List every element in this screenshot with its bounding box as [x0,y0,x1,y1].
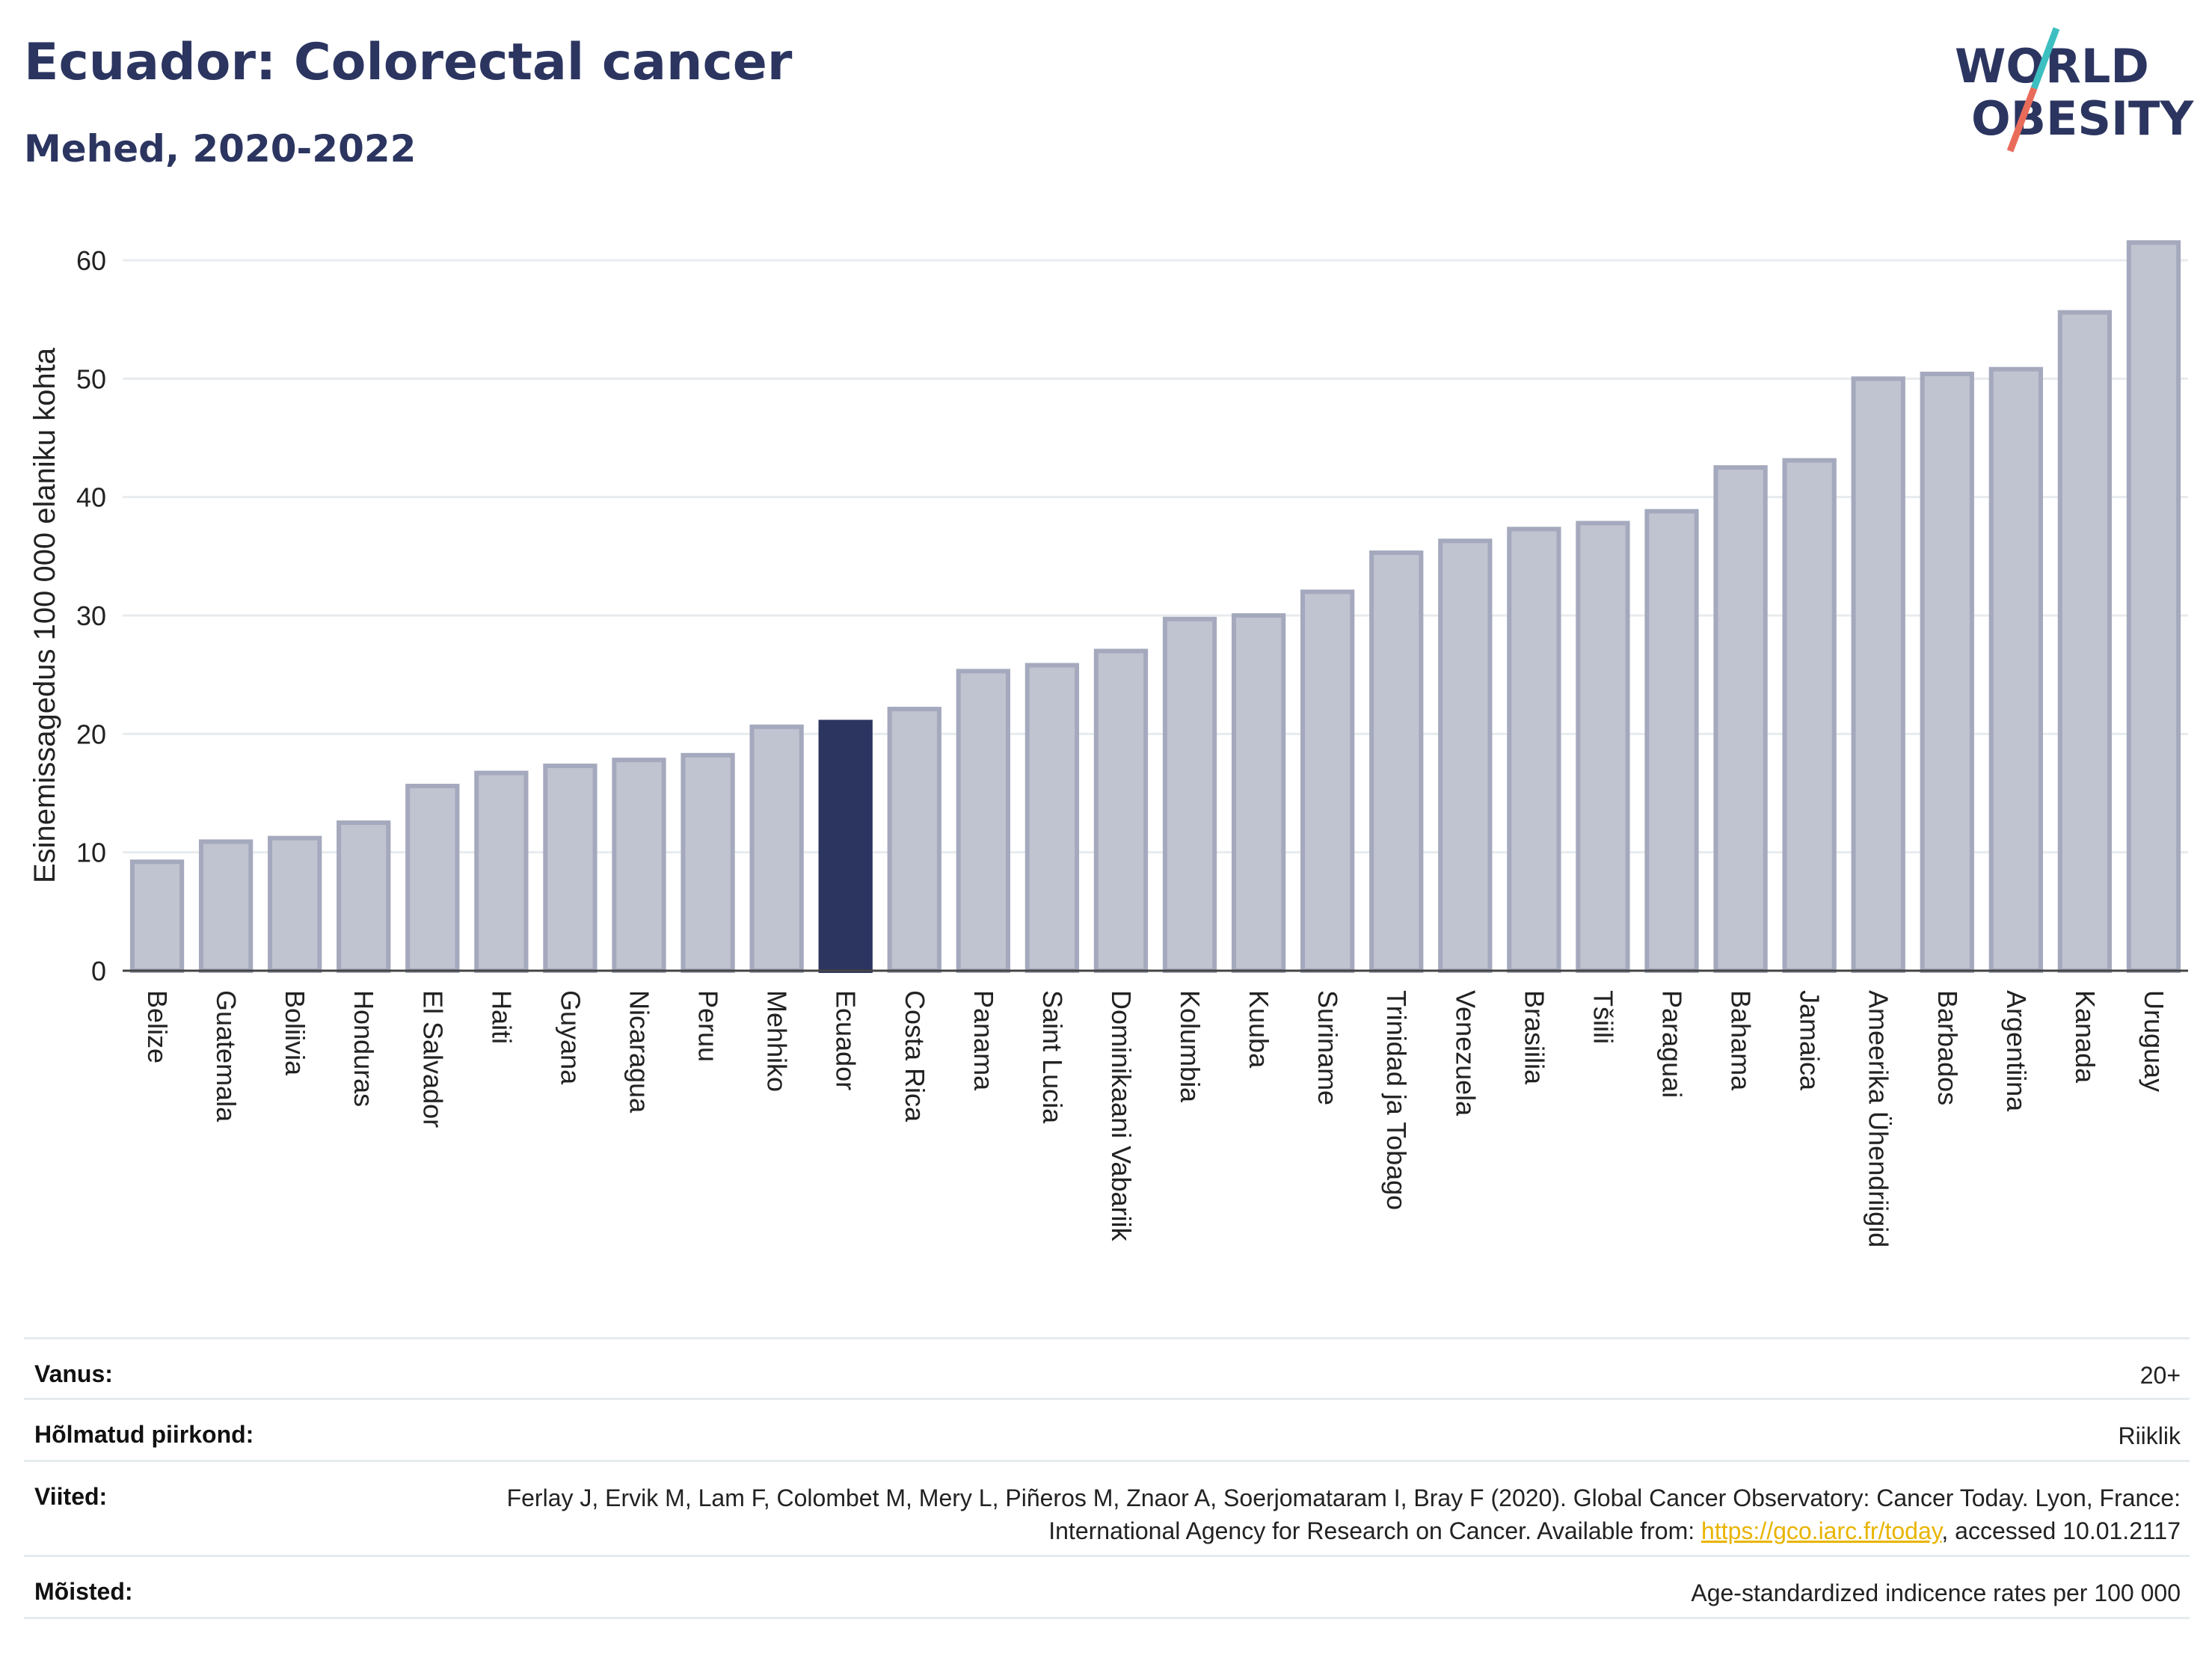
bar [2057,310,2113,973]
x-tick-label: Ameerika Ühendriigid [1864,990,1894,1247]
y-tick-label: 60 [76,245,106,276]
metadata-table: Vanus: 20+ Hõlmatud piirkond: Riiklik Vi… [24,1337,2190,1619]
meta-row-region: Hõlmatud piirkond: Riiklik [24,1398,2190,1460]
bar [543,764,597,974]
bar [1162,616,1217,973]
x-tick-label: Brasiilia [1519,990,1549,1085]
x-tick-label: Kanada [2070,990,2101,1084]
x-tick-label: Paraguai [1657,990,1688,1098]
bar [1507,526,1561,973]
bar [887,707,941,973]
x-tick-label: Jamaica [1795,990,1825,1091]
x-tick-label: Barbados [1932,990,1963,1105]
bar [129,859,185,974]
bar [749,724,804,973]
x-tick-label: Uruguay [2139,990,2169,1092]
meta-row-age: Vanus: 20+ [24,1337,2190,1398]
logo-slash-teal [2030,27,2060,90]
meta-label-definitions: Mõisted: [34,1578,133,1605]
bar [1644,509,1699,973]
x-tick-label: Argentiina [2001,990,2032,1112]
chart-subtitle: Mehed, 2020-2022 [24,127,417,171]
bar [818,719,873,973]
y-tick-label: 10 [76,838,106,868]
x-tick-label: Ecuador [831,990,861,1090]
x-tick-label: Saint Lucia [1037,990,1068,1124]
bar [1231,613,1286,973]
meta-label-references: Viited: [34,1483,108,1510]
x-tick-label: Costa Rica [900,990,930,1123]
bar [1782,458,1837,973]
x-tick-label: Suriname [1312,990,1343,1105]
x-tick-label: Guyana [555,990,586,1085]
bar [612,758,666,974]
meta-value-definitions: Age-standardized indicence rates per 100… [1691,1579,2181,1606]
bar [956,669,1010,974]
x-tick-label: Boliivia [280,990,310,1076]
y-tick-label: 50 [76,363,106,394]
y-tick-label: 30 [76,601,106,631]
x-tick-label: Belize [142,990,173,1063]
bar [1851,376,1905,974]
y-tick-label: 20 [76,719,106,749]
bar [268,835,322,973]
x-tick-label: Dominikaani Vabariik [1106,990,1137,1241]
y-axis-label: Esinemissagedus 100 000 elaniku kohta [28,347,61,883]
bar [1576,521,1630,973]
bar [1988,366,2043,973]
bar [1920,372,1974,973]
x-tick-label: Venezuela [1450,990,1481,1117]
x-tick-label: Mehhiko [762,990,793,1092]
x-tick-label: Haiti [486,990,517,1044]
reference-link[interactable]: https://gco.iarc.fr/today [1701,1517,1942,1544]
reference-accessed: , accessed 10.01.2117 [1941,1517,2181,1544]
meta-label-region: Hõlmatud piirkond: [34,1421,254,1448]
meta-row-definitions: Mõisted: Age-standardized indicence rate… [24,1555,2190,1619]
meta-row-references: Viited: Ferlay J, Ervik M, Lam F, Colomb… [24,1460,2190,1555]
logo-line2: OBESITY [1971,91,2194,146]
meta-label-age: Vanus: [34,1360,113,1387]
meta-value-region: Riiklik [2118,1422,2181,1449]
bar [2126,240,2181,973]
x-tick-label: Tšiili [1588,990,1618,1044]
bar [474,770,529,974]
x-tick-label: Panama [968,990,999,1091]
bar [337,820,391,974]
logo-slash-coral [2006,87,2038,153]
x-tick-label: Kuuba [1244,990,1274,1069]
bar [1438,538,1493,973]
bar [1300,589,1355,973]
x-tick-label: Honduras [348,990,379,1107]
bar [1024,663,1080,973]
x-tick-label: Guatemala [211,990,242,1123]
bar [405,784,460,973]
reference-text: Ferlay J, Ervik M, Lam F, Colombet M, Me… [506,1484,2181,1544]
chart-title: Ecuador: Colorectal cancer [24,33,793,92]
bar-chart: 0 10 20 30 40 50 60 Esinemissagedus 100 000 ela… [28,240,2188,1247]
bar [1369,550,1424,973]
meta-value-references: Ferlay J, Ervik M, Lam F, Colombet M, Me… [24,1462,2190,1547]
x-tick-label: Peruu [693,990,724,1062]
world-obesity-logo: WORLD OBESITY [1955,27,2194,153]
x-tick-label: Bahama [1726,990,1757,1091]
meta-value-age: 20+ [2139,1362,2181,1389]
bar [681,752,735,973]
bar [1713,465,1768,973]
x-tick-label: Nicaragua [624,990,655,1114]
x-tick-label: El Salvador [417,990,448,1128]
bar [198,839,254,973]
x-tick-label: Trinidad ja Tobago [1381,990,1412,1210]
x-tick-label: Kolumbia [1175,990,1205,1103]
y-tick-label: 0 [91,956,106,986]
y-tick-label: 40 [76,482,106,513]
bar [1093,648,1149,973]
